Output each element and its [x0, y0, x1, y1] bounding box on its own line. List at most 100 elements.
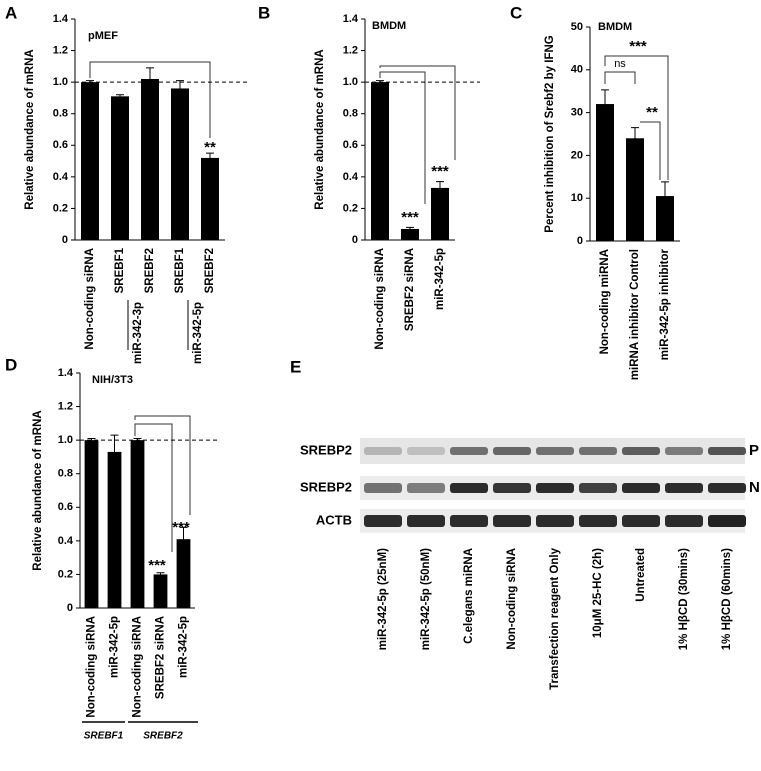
blot-lane-label: Untreated [635, 548, 647, 602]
group-label: SREBF2 [143, 731, 183, 742]
blot-band [708, 483, 746, 493]
blot-lane-label: Transfection reagent Only [549, 547, 561, 689]
blot-band [407, 515, 445, 527]
y-tick-label: 30 [571, 107, 583, 119]
blot-band [364, 447, 402, 455]
blot-row-tag: P [749, 442, 759, 459]
y-axis-label: Percent inhibition of Srebf2 by IFNG [544, 35, 556, 232]
error-bar [601, 89, 609, 119]
bracket [134, 423, 173, 552]
group-label: miR-342-5p [192, 302, 204, 364]
annotation: *** [431, 163, 449, 180]
bar [431, 187, 449, 240]
y-tick-label: 50 [571, 21, 583, 33]
bar [153, 574, 168, 608]
x-tick-label: Non-coding siRNA [374, 248, 386, 350]
y-tick-label: 0.4 [53, 171, 69, 183]
x-tick-label: SREBF2 siRNA [404, 248, 416, 331]
blot-band [536, 515, 574, 527]
bar [111, 96, 129, 240]
blot-band [407, 447, 445, 455]
blot-band [665, 447, 703, 455]
y-tick-label: 1.4 [343, 13, 359, 25]
bar [371, 82, 389, 241]
blot-band [579, 515, 617, 527]
y-tick-label: 0.8 [53, 108, 68, 120]
blot-band [579, 483, 617, 493]
y-tick-label: 1.2 [58, 400, 73, 412]
blot-lane-label: miR-342-5p (25nM) [377, 548, 389, 650]
blot-band [665, 515, 703, 527]
error-bar [116, 94, 124, 98]
panel-letter: A [5, 3, 17, 22]
y-tick-label: 1.2 [343, 44, 358, 56]
bar [107, 451, 122, 608]
x-tick-label: SREBF2 [204, 248, 216, 293]
blot-band [536, 447, 574, 455]
y-tick-label: 0 [577, 235, 583, 247]
y-tick-label: 1.2 [53, 44, 68, 56]
y-tick-label: 0.8 [343, 108, 358, 120]
error-bar [156, 572, 165, 577]
chart-title: NIH/3T3 [92, 374, 133, 386]
y-axis-label: Relative abundance of mRNA [314, 49, 326, 209]
blot-band [493, 447, 531, 455]
annotation: ns [614, 58, 626, 70]
y-tick-label: 1.4 [53, 13, 69, 25]
y-tick-label: 1.0 [53, 76, 68, 88]
x-tick-label: Non-coding siRNA [84, 248, 96, 350]
error-bar [146, 67, 154, 91]
bar [171, 88, 189, 240]
blot-lane-label: 10μM 25-HC (2h) [592, 548, 604, 638]
x-tick-label: SREBF2 siRNA [155, 616, 167, 699]
blot-lane-label: 1% HβCD (30mins) [678, 548, 690, 650]
error-bar [436, 181, 444, 195]
blot-band [364, 483, 402, 493]
blot-band [407, 483, 445, 493]
blot-lane-label: miR-342-5p (50nM) [420, 548, 432, 650]
x-tick-label: miRNA inhibitor Control [629, 249, 641, 380]
blot-band [708, 515, 746, 527]
annotation: ** [204, 139, 216, 156]
blot-band [622, 447, 660, 455]
annotation: *** [148, 557, 166, 574]
error-bar [406, 226, 414, 231]
y-tick-label: 0.2 [58, 568, 73, 580]
bar [81, 82, 99, 241]
x-tick-label: Non-coding siRNA [86, 616, 98, 718]
y-tick-label: 20 [571, 149, 583, 161]
x-tick-label: miR-342-5p [434, 248, 446, 310]
panel-letter: B [258, 3, 270, 22]
bracket [379, 71, 426, 204]
y-tick-label: 0 [67, 602, 73, 614]
panel-letter: D [5, 355, 17, 374]
blot-lane-label: Non-coding siRNA [506, 548, 518, 650]
bar [141, 78, 159, 240]
y-tick-label: 0.6 [53, 139, 68, 151]
annotation: *** [629, 38, 647, 55]
bracket [604, 55, 669, 180]
error-bar [631, 127, 639, 149]
y-axis-label: Relative abundance of mRNA [32, 410, 44, 570]
blot-band [450, 515, 488, 527]
x-tick-label: Non-coding miRNA [599, 249, 611, 354]
blot-band [450, 447, 488, 455]
error-bar [133, 437, 142, 442]
bar [176, 539, 191, 608]
panel-letter: E [290, 357, 301, 376]
blot-row-label: SREBP2 [300, 479, 352, 494]
error-bar [176, 80, 184, 97]
y-tick-label: 40 [571, 64, 583, 76]
y-tick-label: 10 [571, 192, 583, 204]
x-tick-label: SREBF2 [144, 248, 156, 293]
chart-title: BMDM [372, 20, 406, 32]
chart-title: pMEF [88, 30, 118, 42]
bracket [89, 61, 211, 138]
blot-band [536, 483, 574, 493]
error-bar [86, 80, 94, 84]
y-tick-label: 1.0 [58, 434, 73, 446]
chart-title: BMDM [598, 21, 632, 33]
y-tick-label: 0.2 [53, 202, 68, 214]
y-tick-label: 0.8 [58, 468, 73, 480]
error-bar [87, 437, 96, 442]
